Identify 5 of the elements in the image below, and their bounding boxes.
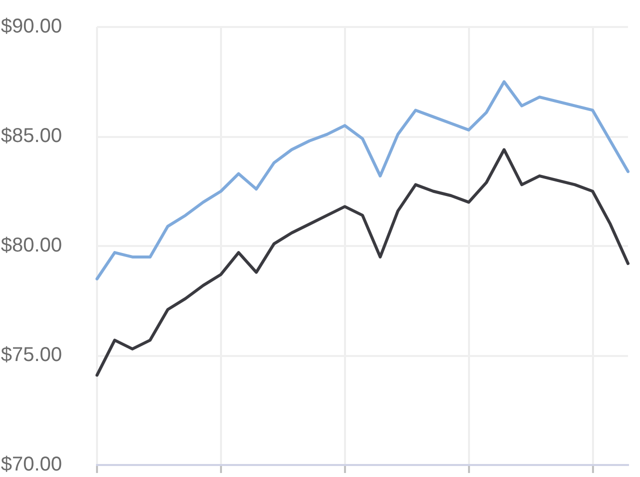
y-tick-label: $70.00	[0, 454, 62, 476]
y-tick-label: $80.00	[0, 234, 62, 257]
y-tick-label: $85.00	[0, 125, 62, 148]
y-tick-label: $75.00	[0, 344, 62, 366]
y-tick-label: $90.00	[0, 16, 62, 38]
